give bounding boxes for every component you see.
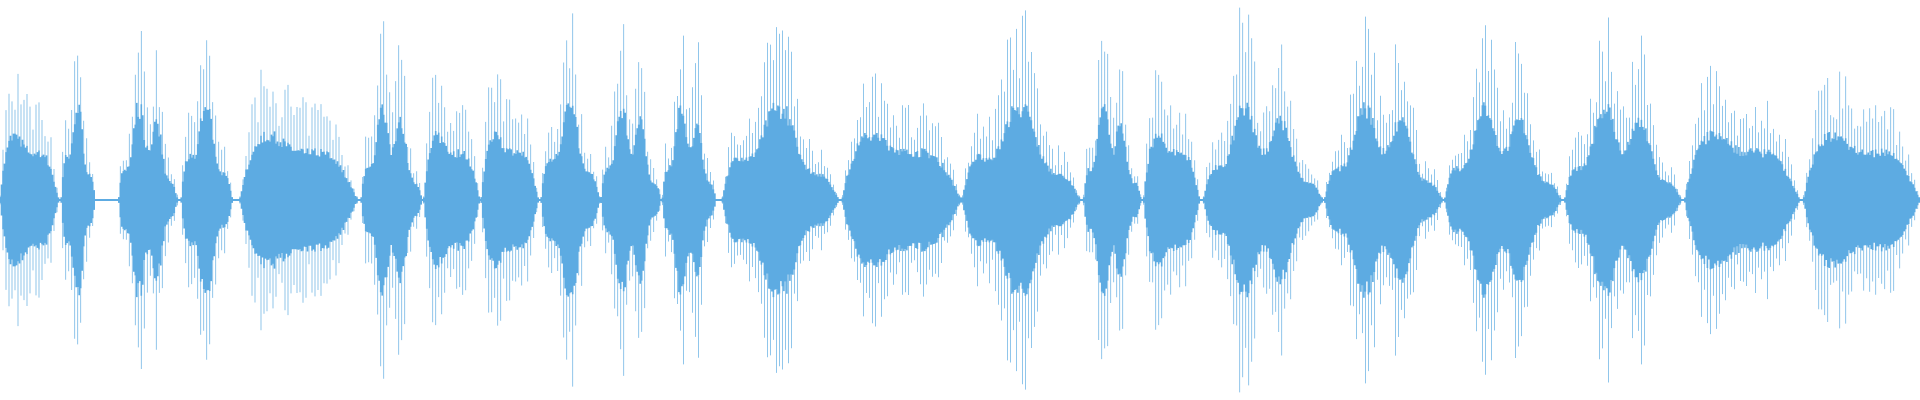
waveform-body <box>0 102 1920 298</box>
